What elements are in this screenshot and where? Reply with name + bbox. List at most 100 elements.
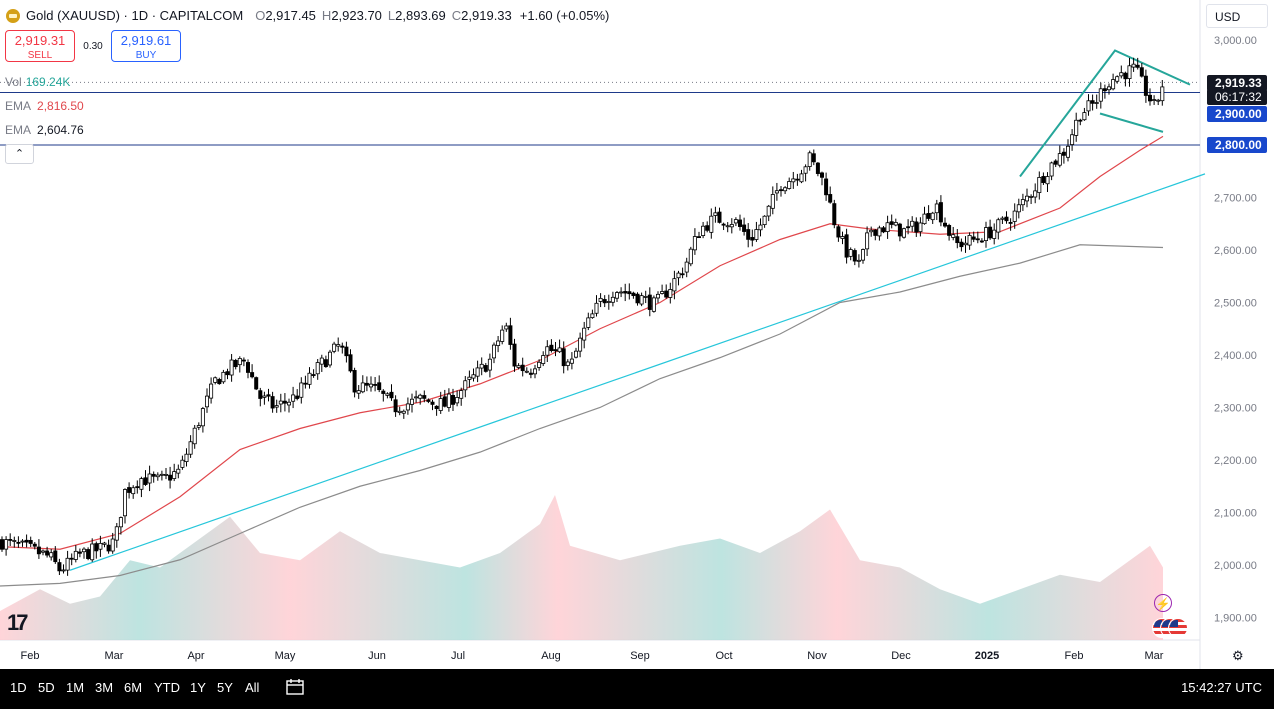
range-5d-button[interactable]: 5D xyxy=(38,680,55,695)
ema-slow-label: EMA xyxy=(5,123,32,137)
time-tick-5: Jul xyxy=(451,650,465,662)
candle-body-252 xyxy=(1033,190,1038,198)
volume-legend[interactable]: Vol 169.24K xyxy=(5,75,70,89)
candle-body-208 xyxy=(852,250,857,262)
candle-body-119 xyxy=(487,358,492,371)
candle-body-185 xyxy=(758,224,763,231)
sell-label: SELL xyxy=(27,50,53,61)
hline-tag-2900[interactable]: 2,900.00 xyxy=(1207,106,1267,122)
candle-body-157 xyxy=(643,296,648,298)
candle-body-162 xyxy=(664,290,669,298)
range-6m-button[interactable]: 6M xyxy=(124,680,143,695)
volume-label: Vol xyxy=(5,75,22,89)
candle-body-72 xyxy=(295,395,300,399)
candle-body-69 xyxy=(282,400,287,404)
range-1y-button[interactable]: 1Y xyxy=(190,680,206,695)
range-1m-button[interactable]: 1M xyxy=(66,680,85,695)
wedge-lower-line xyxy=(1099,112,1164,133)
candle-body-282 xyxy=(1156,99,1161,102)
candle-body-44 xyxy=(180,459,185,468)
candle-body-164 xyxy=(672,278,677,292)
candle-body-206 xyxy=(844,234,849,258)
symbol-legend[interactable]: Gold (XAUUSD) · 1D · CAPITALCOM O 2,917.4… xyxy=(6,8,609,23)
range-1d-button[interactable]: 1D xyxy=(10,680,27,695)
candle-body-170 xyxy=(697,236,702,239)
candle-body-55 xyxy=(225,371,230,376)
candle-body-269 xyxy=(1102,88,1107,92)
candle-body-261 xyxy=(1070,134,1075,145)
hline-2900-value: 2,900.00 xyxy=(1215,107,1262,121)
candle-body-129 xyxy=(528,372,533,375)
last-price-tag: 2,919.33 xyxy=(1207,75,1267,91)
buy-button[interactable]: 2,919.61 BUY xyxy=(111,30,181,62)
candle-body-91 xyxy=(373,384,378,386)
candle-body-138 xyxy=(565,361,570,366)
volume-area xyxy=(0,495,1163,640)
gear-icon[interactable]: ⚙ xyxy=(1232,648,1244,663)
candle-body-4 xyxy=(16,541,21,544)
candle-body-241 xyxy=(988,226,993,239)
candle-body-207 xyxy=(848,249,853,257)
candle-body-124 xyxy=(508,325,513,345)
ema-slow-legend[interactable]: EMA 2,604.76 xyxy=(5,123,84,137)
calendar-range-icon[interactable] xyxy=(286,679,304,695)
candle-body-3 xyxy=(12,540,17,542)
candle-body-81 xyxy=(332,343,337,352)
price-tick-0: 3,000.00 xyxy=(1214,35,1257,47)
range-3m-button[interactable]: 3M xyxy=(95,680,114,695)
tradingview-logo[interactable]: 17 xyxy=(7,610,29,635)
range-5y-button[interactable]: 5Y xyxy=(217,680,233,695)
candle-body-120 xyxy=(491,344,496,359)
ema-fast-legend[interactable]: EMA 2,816.50 xyxy=(5,99,84,113)
candle-body-52 xyxy=(213,377,218,383)
candle-body-240 xyxy=(984,227,989,241)
chart-canvas[interactable]: 3,000.00 2,900.00 2,800.00 2,700.00 2,600.00… xyxy=(0,0,1274,669)
candle-body-239 xyxy=(979,240,984,243)
candle-body-53 xyxy=(217,379,222,385)
candle-body-234 xyxy=(959,241,964,248)
candle-body-31 xyxy=(127,487,132,493)
candle-body-244 xyxy=(1000,217,1005,220)
candle-body-197 xyxy=(807,152,812,167)
candle-body-173 xyxy=(709,215,714,233)
us-flag-events-icon[interactable] xyxy=(1152,618,1192,638)
lightning-icon[interactable]: ⚡ xyxy=(1154,594,1172,612)
time-tick-1: Mar xyxy=(105,650,124,662)
time-tick-0: Feb xyxy=(21,650,40,662)
candle-body-214 xyxy=(877,227,882,237)
range-ytd-button[interactable]: YTD xyxy=(154,680,180,695)
candle-body-166 xyxy=(680,273,685,276)
time-tick-3: May xyxy=(275,650,296,662)
candle-body-253 xyxy=(1037,177,1042,193)
candle-body-222 xyxy=(910,220,915,227)
currency-button[interactable]: USD xyxy=(1206,4,1268,28)
price-tick-6: 2,400.00 xyxy=(1214,350,1257,362)
candle-body-245 xyxy=(1004,216,1009,222)
candle-body-58 xyxy=(237,358,242,366)
low-label: L xyxy=(387,8,396,23)
candle-body-7 xyxy=(28,540,33,544)
candle-body-130 xyxy=(533,368,538,375)
open-label: O xyxy=(255,8,266,23)
sell-button[interactable]: 2,919.31 SELL xyxy=(5,30,75,62)
candle-body-280 xyxy=(1148,94,1153,102)
utc-clock[interactable]: 15:42:27 UTC xyxy=(1181,680,1262,695)
candle-body-171 xyxy=(701,225,706,236)
candle-body-99 xyxy=(405,403,410,411)
candle-body-126 xyxy=(516,365,521,368)
candle-body-86 xyxy=(352,370,357,393)
range-all-button[interactable]: All xyxy=(245,680,260,695)
candle-body-9 xyxy=(36,546,41,555)
candle-body-212 xyxy=(869,229,874,233)
candle-body-26 xyxy=(106,544,111,552)
candle-body-237 xyxy=(971,236,976,240)
candle-body-100 xyxy=(409,398,414,405)
hline-tag-2800[interactable]: 2,800.00 xyxy=(1207,137,1267,153)
collapse-legend-button[interactable]: ⌃ xyxy=(5,144,34,164)
symbol-title[interactable]: Gold (XAUUSD) · 1D · CAPITALCOM xyxy=(26,8,244,23)
candle-body-134 xyxy=(549,344,554,351)
candle-body-63 xyxy=(258,390,263,399)
candle-body-56 xyxy=(229,359,234,376)
candle-body-113 xyxy=(463,380,468,391)
